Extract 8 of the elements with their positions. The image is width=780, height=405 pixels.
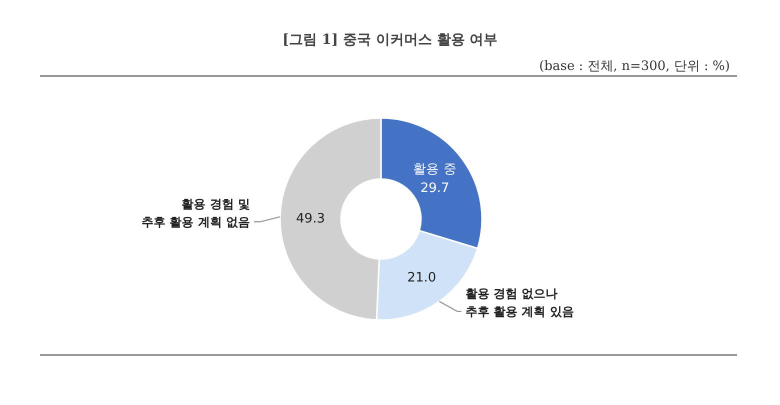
- slice-label: 활용 경험 없으나 추후 활용 계획 있음: [465, 286, 574, 318]
- data-label: 49.3: [296, 211, 325, 226]
- data-label: 21.0: [407, 270, 436, 286]
- text: (base : 전체, n=300, 단위 : %): [539, 59, 730, 74]
- slice-label: 활용 경험 및 추후 활용 계획 없음: [141, 196, 250, 229]
- chart-title: [그림 1] 중국 이커머스 활용 여부: [282, 32, 498, 48]
- data-label: 29.7: [420, 181, 450, 196]
- slice-label: 활용 중: [413, 162, 456, 178]
